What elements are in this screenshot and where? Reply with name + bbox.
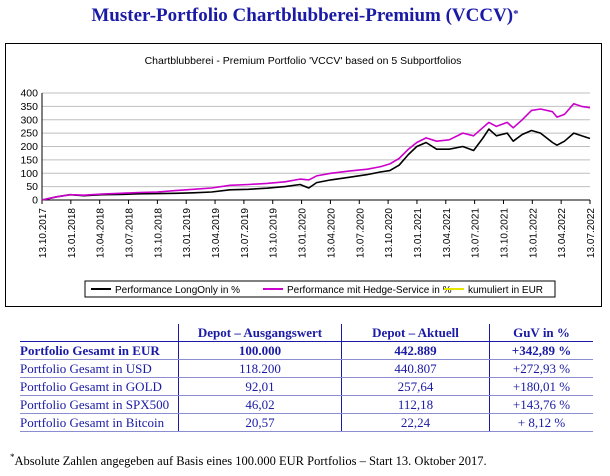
x-tick-label: 13.04.2018 — [96, 208, 107, 258]
row-current-value: 442.889 — [341, 341, 490, 360]
x-tick-label: 13.10.2018 — [153, 208, 164, 258]
footnote-mark: * — [10, 452, 15, 462]
y-tick-label: 150 — [20, 154, 38, 166]
summary-header-row: Depot – Ausgangswert Depot – Aktuell GuV… — [20, 324, 593, 342]
x-tick-label: 13.01.2020 — [298, 208, 309, 258]
legend-label-2: kumuliert in EUR — [468, 285, 543, 296]
legend-label-1: Performance mit Hedge-Service in % — [287, 285, 452, 296]
x-tick-label: 13.07.2020 — [355, 208, 366, 258]
y-tick-label: 200 — [20, 141, 38, 153]
y-tick-label: 250 — [20, 128, 38, 140]
legend-label-0: Performance LongOnly in % — [115, 285, 240, 296]
row-start-value: 100.000 — [178, 341, 342, 360]
summary-header-start: Depot – Ausgangswert — [178, 324, 342, 342]
chart-frame: Chartblubberei - Premium Portfolio 'VCCV… — [5, 43, 602, 307]
y-tick-label: 400 — [20, 88, 38, 100]
x-tick-label: 13.04.2021 — [442, 208, 453, 258]
series-line-0 — [41, 128, 591, 201]
row-label: Portfolio Gesamt in USD — [20, 359, 179, 378]
x-tick-label: 13.04.2022 — [557, 208, 568, 258]
row-pct-value: +143,76 % — [489, 395, 593, 414]
row-pct-value: +272,93 % — [489, 359, 593, 378]
x-tick-label: 13.07.2018 — [125, 208, 136, 258]
row-current-value: 440.807 — [341, 359, 490, 378]
summary-header-blank — [20, 324, 179, 342]
y-tick-label: 0 — [32, 195, 38, 207]
chart-grid — [42, 92, 590, 201]
y-tick-label: 50 — [26, 181, 38, 193]
row-label: Portfolio Gesamt in EUR — [20, 341, 179, 360]
series-line-1 — [41, 102, 591, 201]
footnote-text: Absolute Zahlen angegeben auf Basis eine… — [14, 454, 487, 469]
y-tick-label: 100 — [20, 168, 38, 180]
row-label: Portfolio Gesamt in Bitcoin — [20, 413, 179, 432]
summary-body: Portfolio Gesamt in EUR 100.000 442.889 +34… — [20, 341, 593, 432]
row-start-value: 92,01 — [178, 377, 342, 396]
row-pct-value: +180,01 % — [489, 377, 593, 396]
chart-title: Chartblubberei - Premium Portfolio 'VCCV… — [145, 55, 462, 67]
x-tick-label: 13.10.2021 — [499, 208, 510, 258]
x-tick-label: 13.01.2021 — [413, 208, 424, 258]
summary-header-current: Depot – Aktuell — [341, 324, 490, 342]
table-row: Portfolio Gesamt in Bitcoin 20,57 22,24 + 8… — [20, 413, 593, 432]
x-tick-label: 13.07.2022 — [586, 208, 597, 258]
x-axis: 13.10.2017 13.01.2018 13.04.2018 13.07.2018… — [38, 200, 597, 258]
summary-header-pct: GuV in % — [489, 324, 593, 342]
x-tick-label: 13.04.2020 — [326, 208, 337, 258]
y-tick-label: 300 — [20, 114, 38, 126]
table-row: Portfolio Gesamt in GOLD 92,01 257,64 +180,… — [20, 377, 593, 396]
row-pct-value: + 8,12 % — [489, 413, 593, 432]
title-footnote-mark: * — [513, 8, 519, 20]
x-tick-label: 13.01.2018 — [67, 208, 78, 258]
x-tick-label: 13.07.2021 — [471, 208, 482, 258]
x-tick-label: 13.01.2019 — [182, 208, 193, 258]
row-current-value: 22,24 — [341, 413, 490, 432]
x-tick-label: 13.10.2020 — [384, 208, 395, 258]
y-tick-label: 350 — [20, 101, 38, 113]
x-tick-label: 13.04.2019 — [211, 208, 222, 258]
row-pct-value: +342,89 % — [489, 341, 593, 360]
table-row: Portfolio Gesamt in SPX500 46,02 112,18 +14… — [20, 395, 593, 414]
row-current-value: 257,64 — [341, 377, 490, 396]
row-label: Portfolio Gesamt in GOLD — [20, 377, 179, 396]
chart-legend: Performance LongOnly in % Performance mit… — [84, 280, 556, 298]
x-tick-label: 13.07.2019 — [240, 208, 251, 258]
table-row: Portfolio Gesamt in EUR 100.000 442.889 +34… — [20, 341, 593, 360]
row-label: Portfolio Gesamt in SPX500 — [20, 395, 179, 414]
page-title: Muster-Portfolio Chartblubberei-Premium … — [0, 5, 610, 27]
portfolio-summary-table: Depot – Ausgangswert Depot – Aktuell GuV… — [20, 324, 593, 432]
x-tick-label: 13.10.2017 — [38, 208, 49, 258]
row-start-value: 20,57 — [178, 413, 342, 432]
footnote: *Absolute Zahlen angegeben auf Basis ein… — [10, 452, 487, 469]
performance-chart: Chartblubberei - Premium Portfolio 'VCCV… — [20, 55, 597, 298]
page-title-text: Muster-Portfolio Chartblubberei-Premium … — [91, 5, 514, 26]
legend-box — [84, 280, 556, 298]
x-tick-label: 13.10.2019 — [269, 208, 280, 258]
row-current-value: 112,18 — [341, 395, 490, 414]
x-tick-label: 13.01.2022 — [528, 208, 539, 258]
row-start-value: 118.200 — [178, 359, 342, 378]
row-start-value: 46,02 — [178, 395, 342, 414]
table-row: Portfolio Gesamt in USD 118.200 440.807 +27… — [20, 359, 593, 378]
chart-series — [41, 102, 591, 201]
